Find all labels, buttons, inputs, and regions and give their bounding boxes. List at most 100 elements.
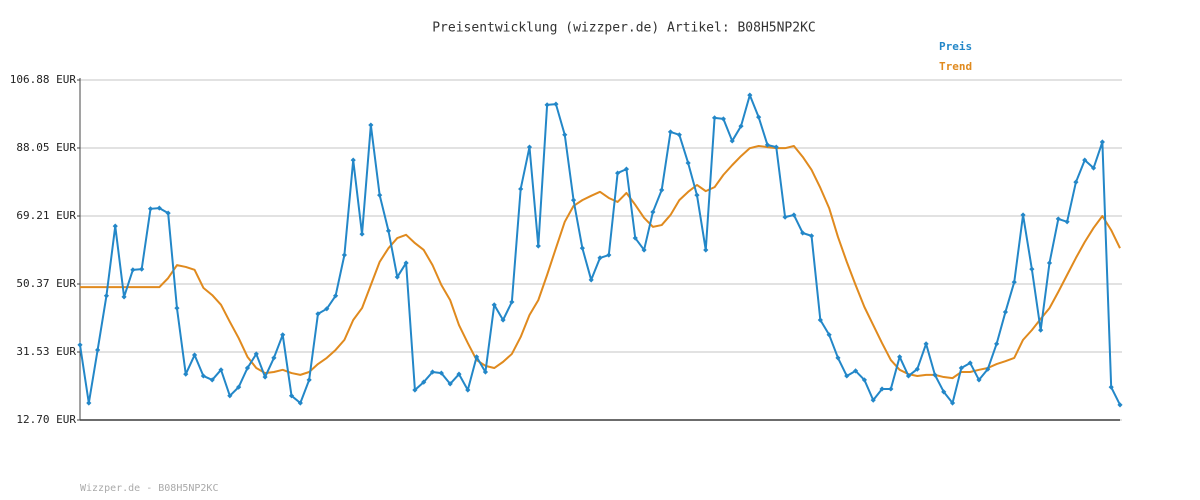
point-marker — [570, 197, 577, 203]
point-marker — [359, 231, 365, 237]
point-marker — [253, 351, 259, 357]
point-marker — [1117, 402, 1123, 408]
point-marker — [650, 209, 656, 215]
point-marker — [500, 317, 506, 323]
point-marker — [377, 192, 383, 198]
y-tick-label: 88.05 EUR — [16, 141, 76, 154]
point-marker — [77, 342, 83, 348]
point-marker — [861, 377, 868, 383]
point-marker — [271, 355, 277, 361]
point-marker — [844, 373, 850, 379]
point-marker — [447, 381, 453, 387]
point-marker — [385, 228, 392, 234]
point-marker — [112, 223, 118, 229]
point-marker — [95, 347, 101, 353]
point-marker — [808, 233, 815, 239]
point-marker — [227, 393, 233, 399]
point-marker — [174, 305, 180, 311]
point-marker — [747, 92, 753, 98]
point-marker — [324, 306, 330, 312]
point-marker — [518, 186, 524, 192]
grid — [77, 78, 1122, 421]
point-marker — [509, 299, 515, 305]
y-tick-label: 106.88 EUR — [10, 73, 77, 86]
y-tick-label: 12.70 EUR — [16, 413, 76, 426]
footer: Wizzper.de - B08H5NP2KC — [80, 483, 218, 494]
point-marker — [535, 243, 541, 249]
point-marker — [720, 116, 726, 122]
point-marker — [403, 260, 409, 266]
point-marker — [553, 101, 559, 107]
point-marker — [218, 367, 224, 373]
point-marker — [632, 235, 638, 241]
point-marker — [659, 187, 665, 193]
y-tick-label: 31.53 EUR — [16, 345, 76, 358]
point-marker — [897, 354, 903, 360]
point-marker — [905, 373, 912, 379]
point-marker — [456, 371, 462, 377]
point-marker — [791, 212, 797, 218]
point-marker — [623, 166, 630, 172]
y-tick-label: 69.21 EUR — [16, 209, 76, 222]
point-marker — [667, 129, 674, 135]
point-marker — [1029, 266, 1035, 272]
point-marker — [729, 138, 735, 144]
point-marker — [994, 341, 1000, 347]
point-marker — [121, 294, 127, 300]
point-marker — [86, 400, 92, 406]
chart-title: Preisentwicklung (wizzper.de) Artikel: B… — [432, 21, 816, 36]
point-marker — [738, 123, 744, 129]
legend-label: Preis — [939, 40, 972, 53]
point-marker — [923, 341, 929, 347]
point-marker — [1082, 157, 1088, 163]
point-marker — [941, 389, 947, 395]
series-line — [79, 94, 1121, 406]
point-marker — [641, 247, 647, 253]
y-tick-label: 50.37 EUR — [16, 277, 76, 290]
point-marker — [615, 170, 621, 176]
point-marker — [985, 366, 991, 372]
point-marker — [103, 293, 110, 299]
point-marker — [465, 387, 471, 393]
point-marker — [703, 247, 709, 253]
point-marker — [262, 374, 268, 380]
point-marker — [958, 365, 964, 371]
point-marker — [694, 192, 700, 198]
point-marker — [1090, 165, 1097, 171]
point-marker — [332, 293, 339, 299]
point-marker — [800, 230, 806, 236]
point-marker — [773, 144, 779, 150]
point-marker — [1046, 260, 1053, 266]
point-marker — [156, 205, 162, 211]
point-marker — [1073, 179, 1079, 185]
point-marker — [685, 160, 691, 166]
point-marker — [562, 132, 568, 138]
point-marker — [191, 352, 198, 358]
point-marker — [579, 245, 585, 251]
point-marker — [1038, 327, 1044, 333]
plot — [77, 92, 1123, 408]
point-marker — [1108, 384, 1114, 390]
point-marker — [306, 377, 312, 383]
point-marker — [544, 102, 550, 108]
point-marker — [200, 373, 206, 379]
point-marker — [676, 132, 682, 138]
point-marker — [412, 387, 418, 393]
point-marker — [1055, 216, 1061, 222]
point-marker — [932, 372, 938, 378]
point-marker — [165, 210, 171, 216]
point-marker — [914, 366, 920, 372]
point-marker — [976, 377, 982, 383]
point-marker — [429, 369, 436, 375]
point-marker — [394, 274, 400, 280]
point-marker — [764, 142, 771, 148]
point-marker — [949, 400, 956, 406]
point-marker — [1011, 279, 1017, 285]
point-marker — [1099, 139, 1105, 145]
point-marker — [835, 355, 841, 361]
point-marker — [888, 386, 894, 392]
point-marker — [526, 144, 533, 150]
point-marker — [183, 371, 189, 377]
